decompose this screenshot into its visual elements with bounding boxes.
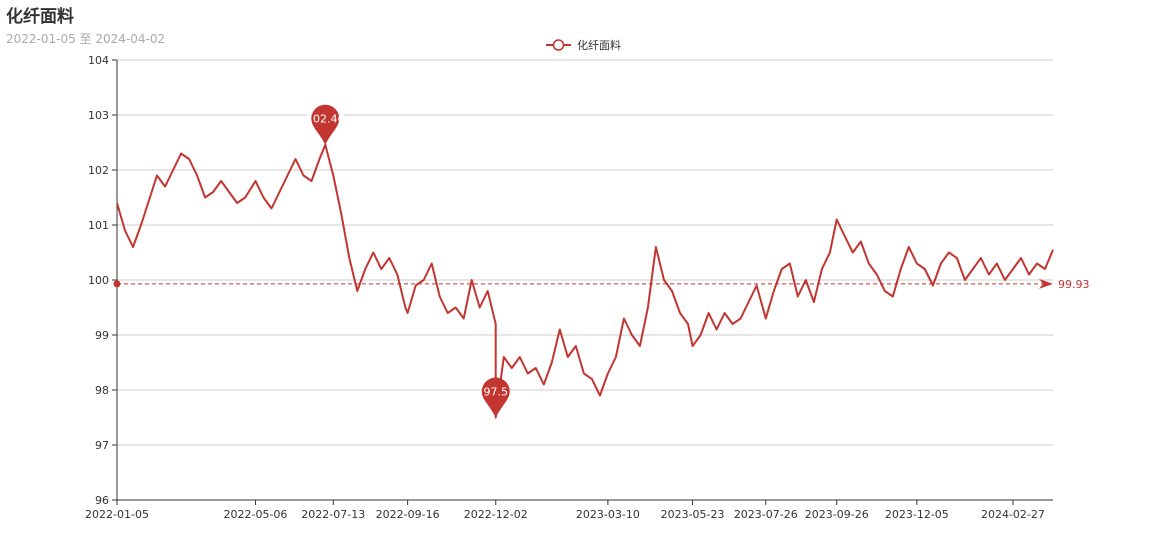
x-tick-label: 2023-03-10 (576, 508, 640, 521)
markpoint-shape (311, 104, 340, 145)
legend-label[interactable]: 化纤面料 (577, 38, 621, 52)
x-tick-label: 2023-07-26 (734, 508, 798, 521)
legend-marker[interactable] (552, 39, 565, 51)
x-tick-label: 2022-05-06 (223, 508, 287, 521)
chart-subtitle: 2022-01-05 至 2024-04-02 (6, 32, 166, 46)
x-tick-label: 2023-09-26 (805, 508, 869, 521)
y-tick-label: 103 (88, 109, 109, 122)
series-layer (116, 143, 1054, 419)
average-markline: 99.93 (113, 278, 1090, 291)
markpoint-label: 97.5 (483, 386, 508, 399)
x-tick-label: 2022-12-02 (464, 508, 528, 521)
series-line (116, 143, 1054, 419)
chart-title: 化纤面料 (6, 7, 74, 27)
x-tick-label: 2023-05-23 (661, 508, 725, 521)
y-tick-label: 96 (95, 494, 109, 507)
y-tick-label: 99 (95, 329, 109, 342)
markpoint-label: 102.46 (306, 113, 345, 126)
y-tick-label: 97 (95, 439, 109, 452)
y-tick-label: 100 (88, 274, 109, 287)
x-tick-label: 2022-07-13 (301, 508, 365, 521)
markpoints: 102.46 97.5 (306, 104, 510, 418)
legend[interactable]: 化纤面料 (546, 38, 621, 52)
markpoint-pin: 97.5 (481, 377, 510, 418)
markline-arrow (1039, 278, 1053, 289)
x-tick-label: 2022-01-05 (85, 508, 149, 521)
markpoint-pin: 102.46 (306, 104, 345, 145)
y-tick-label: 104 (88, 54, 109, 67)
x-tick-label: 2023-12-05 (885, 508, 949, 521)
y-tick-label: 102 (88, 164, 109, 177)
markpoint-shape (481, 377, 510, 418)
x-tick-label: 2024-02-27 (981, 508, 1045, 521)
y-tick-label: 98 (95, 384, 109, 397)
markline-label: 99.93 (1058, 278, 1090, 291)
x-tick-label: 2022-09-16 (376, 508, 440, 521)
y-tick-label: 101 (88, 219, 109, 232)
grid-lines (117, 59, 1053, 446)
axes: 96 97 98 99 100 101 102 103 104 2022-01-05 2022-05… (85, 54, 1053, 521)
